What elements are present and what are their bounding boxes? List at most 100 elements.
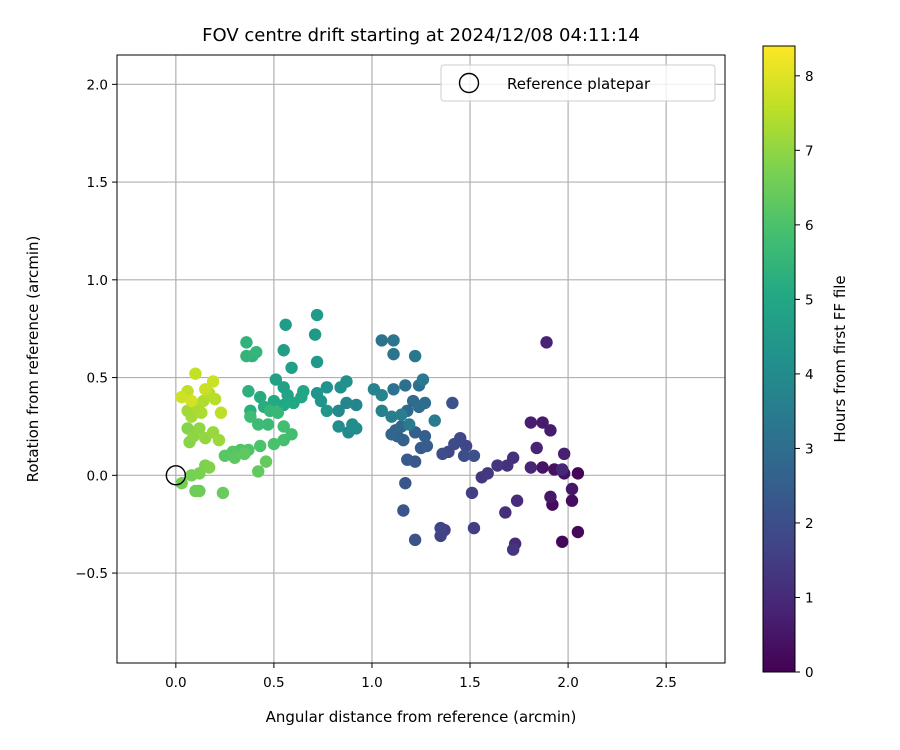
colorbar: 0 1 2 3 4 5 6 7 8 Hours from first FF file xyxy=(762,45,849,681)
y-tick-label: 0.5 xyxy=(87,371,108,387)
data-point xyxy=(228,451,241,464)
colorbar-tick-label: 5 xyxy=(805,292,814,308)
data-point xyxy=(571,525,585,539)
data-point xyxy=(565,494,579,507)
data-point xyxy=(387,383,400,396)
data-point xyxy=(420,439,434,453)
data-point xyxy=(334,381,347,394)
data-point xyxy=(238,447,251,461)
y-tick-label: 2.0 xyxy=(87,77,108,93)
data-point xyxy=(408,533,422,547)
legend-entry-label: Reference platepar xyxy=(507,75,651,93)
data-point xyxy=(385,410,398,423)
data-point xyxy=(271,406,285,419)
data-point xyxy=(467,449,481,462)
data-point xyxy=(277,433,290,447)
gridlines xyxy=(117,55,725,663)
x-tick-label: 1.0 xyxy=(361,675,382,691)
data-point xyxy=(214,406,228,419)
colorbar-tick-label: 0 xyxy=(805,665,814,681)
reference-marker-layer xyxy=(165,465,187,486)
data-point xyxy=(465,486,479,500)
data-point xyxy=(408,349,422,363)
data-point xyxy=(240,349,253,363)
data-point xyxy=(212,433,226,447)
data-point xyxy=(544,490,557,504)
x-tick-label: 1.5 xyxy=(459,675,480,691)
data-point xyxy=(267,437,281,451)
data-point xyxy=(314,394,328,408)
data-point xyxy=(277,344,290,357)
x-axis-label: Angular distance from reference (arcmin) xyxy=(266,708,577,726)
data-point xyxy=(530,441,543,455)
colorbar-tick-label: 3 xyxy=(805,441,814,457)
data-point xyxy=(399,476,412,490)
data-point xyxy=(193,422,206,435)
data-point xyxy=(499,506,512,519)
data-point xyxy=(556,463,569,476)
data-point xyxy=(253,390,267,404)
data-point xyxy=(195,406,208,419)
legend-box xyxy=(440,64,716,102)
data-point xyxy=(185,394,198,408)
data-point xyxy=(436,447,449,461)
data-point xyxy=(216,486,230,500)
colorbar-tick-label: 4 xyxy=(805,367,814,383)
x-tick-label: 2.5 xyxy=(655,675,676,691)
data-point xyxy=(418,430,432,443)
x-tick-label: 0.5 xyxy=(263,675,284,691)
data-point xyxy=(375,334,388,347)
data-point xyxy=(279,318,292,331)
data-point xyxy=(399,379,412,392)
data-point xyxy=(350,398,363,412)
data-point xyxy=(320,381,334,394)
chart-title: FOV centre drift starting at 2024/12/08 … xyxy=(202,25,640,46)
colorbar-tick-label: 7 xyxy=(805,143,814,159)
legend-reference-marker-icon xyxy=(458,72,480,94)
data-point xyxy=(524,461,538,474)
data-point xyxy=(244,410,257,423)
colorbar-tick-label: 8 xyxy=(805,69,814,85)
data-point xyxy=(250,345,263,359)
data-point xyxy=(434,521,447,535)
data-point xyxy=(403,418,416,431)
data-point xyxy=(540,336,553,349)
plot-frame xyxy=(116,54,726,664)
x-tick-label: 2.0 xyxy=(557,675,578,691)
data-point xyxy=(185,410,198,423)
data-point xyxy=(240,336,253,349)
data-point xyxy=(375,404,388,418)
data-point xyxy=(457,449,471,462)
x-axis-ticks: 0.0 0.5 1.0 1.5 2.0 2.5 xyxy=(165,663,677,691)
data-point xyxy=(536,461,549,474)
data-point xyxy=(346,418,359,431)
data-point xyxy=(269,373,283,386)
data-point xyxy=(252,418,265,431)
data-point xyxy=(208,392,222,406)
data-point xyxy=(267,394,281,408)
x-tick-label: 0.0 xyxy=(165,675,186,691)
data-point xyxy=(252,465,265,478)
data-point xyxy=(189,484,202,498)
legend: Reference platepar xyxy=(440,64,716,102)
data-point xyxy=(199,383,212,396)
data-point xyxy=(467,521,481,535)
colorbar-frame xyxy=(762,45,796,673)
data-point xyxy=(557,447,571,461)
y-axis-ticks: −0.5 0.0 0.5 1.0 1.5 2.0 xyxy=(75,77,117,582)
colorbar-gradient xyxy=(763,46,795,672)
data-point xyxy=(481,467,494,480)
reference-platepar-marker xyxy=(165,465,187,486)
data-point xyxy=(416,373,430,386)
data-point xyxy=(287,396,300,410)
data-point xyxy=(556,535,569,548)
data-point xyxy=(310,355,324,369)
colorbar-tick-label: 6 xyxy=(805,218,814,234)
y-tick-label: 1.5 xyxy=(87,175,108,191)
data-point xyxy=(506,543,520,556)
colorbar-ticks: 0 1 2 3 4 5 6 7 8 xyxy=(795,69,814,681)
data-point xyxy=(397,504,410,517)
data-point xyxy=(544,424,557,437)
data-point xyxy=(446,396,459,410)
